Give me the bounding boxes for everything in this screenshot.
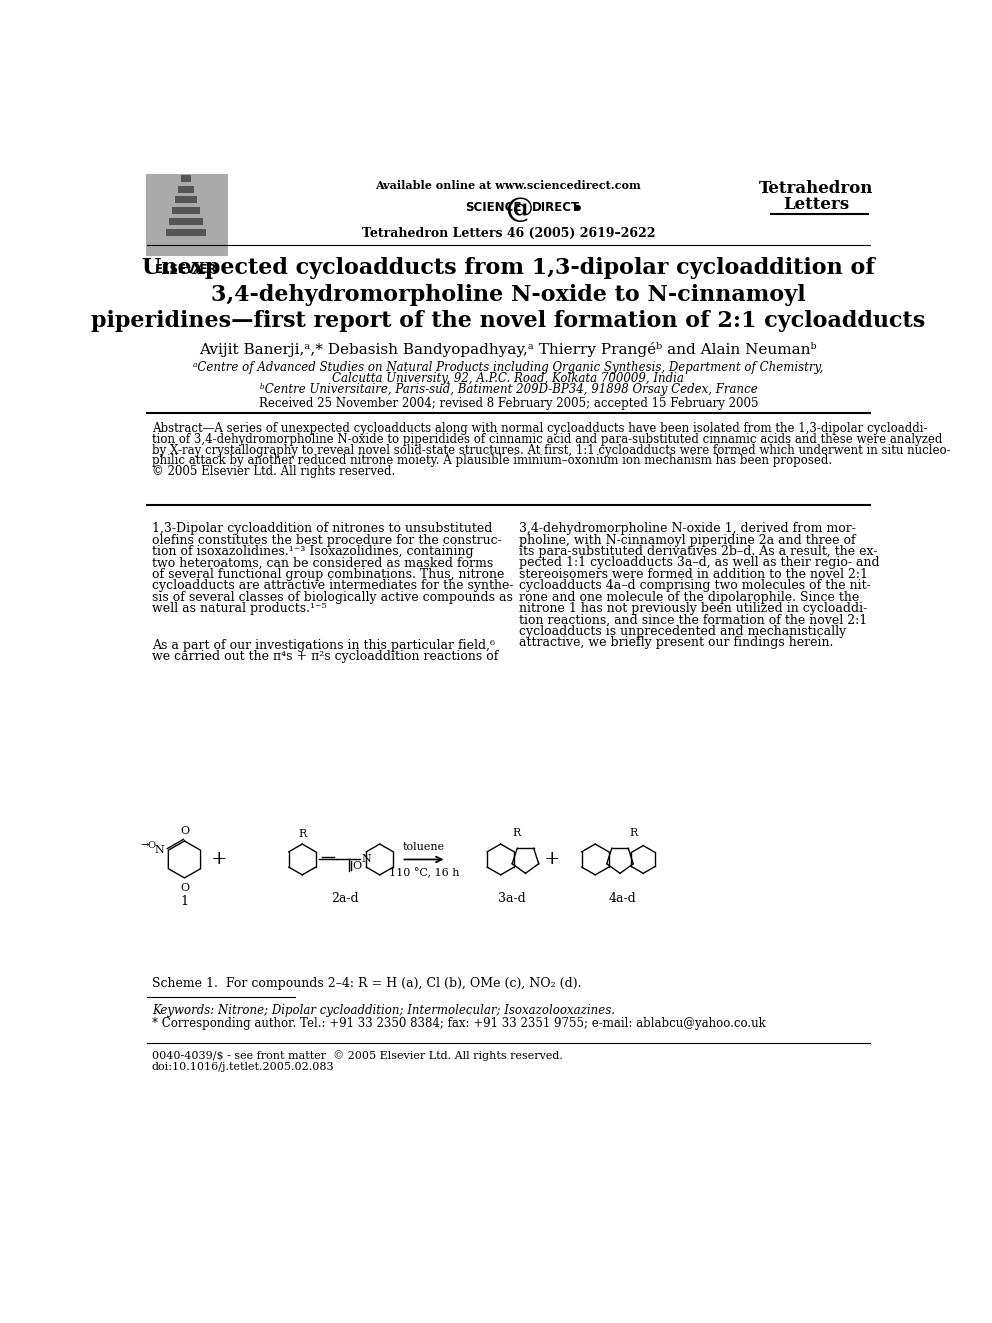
Text: doi:10.1016/j.tetlet.2005.02.083: doi:10.1016/j.tetlet.2005.02.083 bbox=[152, 1062, 334, 1072]
FancyBboxPatch shape bbox=[179, 185, 193, 193]
Text: stereoisomers were formed in addition to the novel 2:1: stereoisomers were formed in addition to… bbox=[519, 568, 868, 581]
Text: N: N bbox=[361, 855, 371, 864]
Text: pected 1:1 cycloadducts 3a–d, as well as their regio- and: pected 1:1 cycloadducts 3a–d, as well as… bbox=[519, 557, 880, 569]
Text: by X-ray crystallography to reveal novel solid-state structures. At first, 1:1 c: by X-ray crystallography to reveal novel… bbox=[152, 443, 950, 456]
Text: © 2005 Elsevier Ltd. All rights reserved.: © 2005 Elsevier Ltd. All rights reserved… bbox=[152, 466, 395, 478]
Text: O: O bbox=[180, 882, 189, 893]
Text: Scheme 1.  For compounds 2–4: R = H (a), Cl (b), OMe (c), NO₂ (d).: Scheme 1. For compounds 2–4: R = H (a), … bbox=[152, 976, 581, 990]
Text: ●: ● bbox=[573, 204, 580, 213]
Text: ᵃCentre of Advanced Studies on Natural Products including Organic Synthesis, Dep: ᵃCentre of Advanced Studies on Natural P… bbox=[193, 361, 823, 374]
Text: its para-substituted derivatives 2b–d. As a result, the ex-: its para-substituted derivatives 2b–d. A… bbox=[519, 545, 878, 558]
Text: tion of 3,4-dehydromorpholine N-oxide to piperidides of cinnamic acid and para-s: tion of 3,4-dehydromorpholine N-oxide to… bbox=[152, 433, 942, 446]
Text: ELSEVIER: ELSEVIER bbox=[155, 263, 217, 275]
Text: N: N bbox=[155, 845, 165, 855]
Text: 3,4-dehydromorpholine N-oxide 1, derived from mor-: 3,4-dehydromorpholine N-oxide 1, derived… bbox=[519, 523, 856, 536]
Text: O: O bbox=[352, 861, 362, 871]
Text: 4a-d: 4a-d bbox=[608, 892, 636, 905]
Text: Letters: Letters bbox=[783, 196, 849, 213]
Text: Tetrahedron: Tetrahedron bbox=[759, 180, 873, 197]
Text: Received 25 November 2004; revised 8 February 2005; accepted 15 February 2005: Received 25 November 2004; revised 8 Feb… bbox=[259, 397, 758, 410]
Text: 2a-d: 2a-d bbox=[331, 892, 359, 905]
Text: cycloadducts are attractive intermediates for the synthe-: cycloadducts are attractive intermediate… bbox=[152, 579, 514, 593]
Text: As a part of our investigations in this particular field,⁶: As a part of our investigations in this … bbox=[152, 639, 495, 652]
Text: cycloadducts is unprecedented and mechanistically: cycloadducts is unprecedented and mechan… bbox=[519, 624, 846, 638]
Text: Available online at www.sciencedirect.com: Available online at www.sciencedirect.co… bbox=[376, 180, 641, 192]
Text: R: R bbox=[630, 828, 638, 837]
Text: olefins constitutes the best procedure for the construc-: olefins constitutes the best procedure f… bbox=[152, 533, 502, 546]
Text: 3,4-dehydromorpholine N-oxide to N-cinnamoyl: 3,4-dehydromorpholine N-oxide to N-cinna… bbox=[211, 283, 806, 306]
FancyBboxPatch shape bbox=[172, 208, 200, 214]
Text: two heteroatoms, can be considered as masked forms: two heteroatoms, can be considered as ma… bbox=[152, 557, 493, 569]
FancyBboxPatch shape bbox=[182, 175, 190, 181]
Text: R: R bbox=[299, 828, 307, 839]
Text: →O: →O bbox=[140, 841, 156, 851]
Text: Unexpected cycloadducts from 1,3-dipolar cycloaddition of: Unexpected cycloadducts from 1,3-dipolar… bbox=[142, 257, 875, 279]
Text: cycloadducts 4a–d comprising two molecules of the nit-: cycloadducts 4a–d comprising two molecul… bbox=[519, 579, 871, 593]
Text: ᵇCentre Universitaire, Paris-sud, Batiment 209D-BP34, 91898 Orsay Cedex, France: ᵇCentre Universitaire, Paris-sud, Batime… bbox=[260, 382, 757, 396]
Text: rone and one molecule of the dipolarophile. Since the: rone and one molecule of the dipolarophi… bbox=[519, 590, 859, 603]
Text: +: + bbox=[211, 851, 227, 868]
Text: tion of isoxazolidines.¹⁻³ Isoxazolidines, containing: tion of isoxazolidines.¹⁻³ Isoxazolidine… bbox=[152, 545, 473, 558]
Text: DIRECT: DIRECT bbox=[532, 201, 579, 214]
Text: * Corresponding author. Tel.: +91 33 2350 8384; fax: +91 33 2351 9755; e-mail: a: * Corresponding author. Tel.: +91 33 235… bbox=[152, 1016, 766, 1029]
Text: R: R bbox=[512, 828, 520, 837]
Text: 1: 1 bbox=[181, 894, 188, 908]
Text: philic attack by another reduced nitrone moiety. A plausible iminium–oxonium ion: philic attack by another reduced nitrone… bbox=[152, 454, 832, 467]
Text: we carried out the π⁴s + π²s cycloaddition reactions of: we carried out the π⁴s + π²s cycloadditi… bbox=[152, 650, 498, 663]
Text: pholine, with N-cinnamoyl piperidine 2a and three of: pholine, with N-cinnamoyl piperidine 2a … bbox=[519, 533, 856, 546]
Text: Abstract—A series of unexpected cycloadducts along with normal cycloadducts have: Abstract—A series of unexpected cycloadd… bbox=[152, 422, 928, 435]
FancyBboxPatch shape bbox=[146, 175, 227, 255]
Text: 3a-d: 3a-d bbox=[498, 892, 526, 905]
Text: SCIENCE: SCIENCE bbox=[465, 201, 522, 214]
Text: Keywords: Nitrone; Dipolar cycloaddition; Intermolecular; Isoxazolooxazines.: Keywords: Nitrone; Dipolar cycloaddition… bbox=[152, 1004, 615, 1017]
Text: 1,3-Dipolar cycloaddition of nitrones to unsubstituted: 1,3-Dipolar cycloaddition of nitrones to… bbox=[152, 523, 492, 536]
Text: 110 °C, 16 h: 110 °C, 16 h bbox=[389, 867, 459, 878]
Text: @: @ bbox=[505, 196, 533, 222]
Text: attractive, we briefly present our findings herein.: attractive, we briefly present our findi… bbox=[519, 636, 833, 650]
FancyBboxPatch shape bbox=[169, 218, 203, 225]
FancyBboxPatch shape bbox=[176, 197, 196, 204]
Text: well as natural products.¹⁻⁵: well as natural products.¹⁻⁵ bbox=[152, 602, 326, 615]
Text: Calcutta University, 92, A.P.C. Road, Kolkata 700009, India: Calcutta University, 92, A.P.C. Road, Ko… bbox=[332, 372, 684, 385]
Text: of several functional group combinations. Thus, nitrone: of several functional group combinations… bbox=[152, 568, 504, 581]
Text: tion reactions, and since the formation of the novel 2:1: tion reactions, and since the formation … bbox=[519, 614, 867, 626]
Text: Avijit Banerji,ᵃ,* Debasish Bandyopadhyay,ᵃ Thierry Prangéᵇ and Alain Neumanᵇ: Avijit Banerji,ᵃ,* Debasish Bandyopadhya… bbox=[199, 343, 817, 357]
Text: toluene: toluene bbox=[403, 841, 445, 852]
FancyBboxPatch shape bbox=[166, 229, 206, 235]
Text: 0040-4039/$ - see front matter  © 2005 Elsevier Ltd. All rights reserved.: 0040-4039/$ - see front matter © 2005 El… bbox=[152, 1050, 562, 1061]
Text: +: + bbox=[545, 851, 560, 868]
Text: sis of several classes of biologically active compounds as: sis of several classes of biologically a… bbox=[152, 590, 513, 603]
Text: nitrone 1 has not previously been utilized in cycloaddi-: nitrone 1 has not previously been utiliz… bbox=[519, 602, 867, 615]
Text: Tetrahedron Letters 46 (2005) 2619–2622: Tetrahedron Letters 46 (2005) 2619–2622 bbox=[362, 226, 655, 239]
Text: piperidines—first report of the novel formation of 2:1 cycloadducts: piperidines—first report of the novel fo… bbox=[91, 310, 926, 332]
Text: O: O bbox=[180, 827, 189, 836]
